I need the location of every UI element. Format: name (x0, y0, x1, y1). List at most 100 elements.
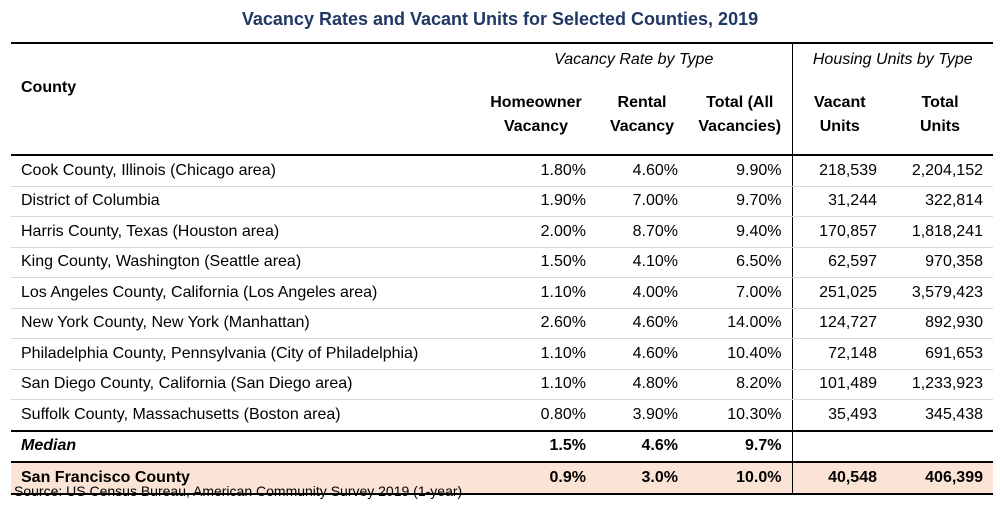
vacancy-table: Vacancy Rate by Type Housing Units by Ty… (11, 42, 993, 495)
column-header-vacant-units-line1: Vacant (813, 94, 866, 111)
column-header-total-vacancies-line1: Total (All (706, 94, 774, 111)
table-title: Vacancy Rates and Vacant Units for Selec… (241, 9, 759, 29)
column-header-county: County (11, 76, 476, 155)
homeowner-vacancy-cell: 0.9% (476, 462, 596, 495)
summary-body: Median 1.5% 4.6% 9.7% San Francisco Coun… (11, 430, 993, 495)
vacant-units-cell: 251,025 (792, 277, 887, 309)
homeowner-vacancy-cell: 2.60% (476, 308, 596, 339)
column-header-vacant-units: Vacant Units (792, 76, 887, 155)
total-vacancy-cell: 9.40% (688, 216, 793, 248)
total-vacancy-cell: 7.00% (688, 277, 793, 309)
total-vacancy-cell: 14.00% (688, 308, 793, 339)
table-row: New York County, New York (Manhattan) 2.… (11, 308, 993, 339)
homeowner-vacancy-cell: 1.90% (476, 186, 596, 217)
column-header-total-vacancies-line2: Vacancies) (698, 118, 782, 135)
rental-vacancy-cell: 3.0% (596, 462, 688, 495)
column-header-homeowner: Homeowner Vacancy (476, 76, 596, 155)
total-units-cell: 970,358 (887, 247, 993, 278)
table-row: Philadelphia County, Pennsylvania (City … (11, 338, 993, 370)
column-header-total-units-line2: Units (920, 118, 960, 135)
total-units-cell: 3,579,423 (887, 277, 993, 309)
total-vacancy-cell: 6.50% (688, 247, 793, 278)
total-vacancy-cell: 10.0% (688, 462, 793, 495)
column-header-total-units-line1: Total (921, 94, 959, 111)
rental-vacancy-cell: 4.60% (596, 338, 688, 370)
median-row: Median 1.5% 4.6% 9.7% (11, 430, 993, 463)
source-note: Source: US Census Bureau, American Commu… (14, 483, 463, 499)
county-cell: Cook County, Illinois (Chicago area) (11, 154, 476, 187)
vacant-units-cell: 124,727 (792, 308, 887, 339)
column-header-row: County Homeowner Vacancy Rental Vacancy To… (11, 76, 993, 155)
homeowner-vacancy-cell: 2.00% (476, 216, 596, 248)
column-header-rental-line2: Vacancy (609, 118, 675, 135)
column-header-county-label: County (21, 79, 77, 96)
vacant-units-cell: 40,548 (792, 462, 887, 495)
homeowner-vacancy-cell: 1.10% (476, 338, 596, 370)
total-vacancy-cell: 9.70% (688, 186, 793, 217)
county-cell: San Francisco County (11, 462, 476, 495)
table-row: Cook County, Illinois (Chicago area) 1.8… (11, 154, 993, 187)
rental-vacancy-cell: 8.70% (596, 216, 688, 248)
median-rental-cell: 4.6% (596, 430, 688, 463)
group-header-housing-units: Housing Units by Type (792, 42, 993, 76)
total-vacancy-cell: 10.30% (688, 399, 793, 432)
homeowner-vacancy-cell: 1.10% (476, 369, 596, 400)
column-header-rental-line1: Rental (617, 94, 667, 111)
county-cell: Philadelphia County, Pennsylvania (City … (11, 338, 476, 370)
total-units-cell: 322,814 (887, 186, 993, 217)
homeowner-vacancy-cell: 1.80% (476, 154, 596, 187)
median-label: Median (11, 430, 476, 463)
median-total-cell: 9.7% (688, 430, 793, 463)
column-header-total-units: Total Units (887, 76, 993, 155)
total-units-cell: 345,438 (887, 399, 993, 432)
table-row: Suffolk County, Massachusetts (Boston ar… (11, 399, 993, 432)
rental-vacancy-cell: 4.00% (596, 277, 688, 309)
total-units-cell: 691,653 (887, 338, 993, 370)
group-header-vacancy-rate: Vacancy Rate by Type (476, 42, 793, 76)
vacant-units-cell: 62,597 (792, 247, 887, 278)
group-header-blank (11, 42, 476, 76)
county-cell: Los Angeles County, California (Los Ange… (11, 277, 476, 309)
median-units-cell (887, 430, 993, 463)
county-cell: Harris County, Texas (Houston area) (11, 216, 476, 248)
homeowner-vacancy-cell: 1.50% (476, 247, 596, 278)
vacant-units-cell: 72,148 (792, 338, 887, 370)
rental-vacancy-cell: 4.10% (596, 247, 688, 278)
county-cell: District of Columbia (11, 186, 476, 217)
column-header-rental: Rental Vacancy (596, 76, 688, 155)
vacant-units-cell: 31,244 (792, 186, 887, 217)
vacant-units-cell: 35,493 (792, 399, 887, 432)
total-units-cell: 2,204,152 (887, 154, 993, 187)
rental-vacancy-cell: 3.90% (596, 399, 688, 432)
county-cell: King County, Washington (Seattle area) (11, 247, 476, 278)
vacant-units-cell: 218,539 (792, 154, 887, 187)
rental-vacancy-cell: 4.60% (596, 154, 688, 187)
column-header-homeowner-line2: Vacancy (503, 118, 569, 135)
total-units-cell: 1,233,923 (887, 369, 993, 400)
table-row: District of Columbia 1.90% 7.00% 9.70% 3… (11, 186, 993, 217)
county-cell: New York County, New York (Manhattan) (11, 308, 476, 339)
vacant-units-cell: 101,489 (792, 369, 887, 400)
total-vacancy-cell: 10.40% (688, 338, 793, 370)
group-header-row: Vacancy Rate by Type Housing Units by Ty… (11, 42, 993, 76)
table-body: Cook County, Illinois (Chicago area) 1.8… (11, 154, 993, 432)
column-header-total-vacancies: Total (All Vacancies) (688, 76, 793, 155)
rental-vacancy-cell: 4.60% (596, 308, 688, 339)
homeowner-vacancy-cell: 1.10% (476, 277, 596, 309)
highlight-row-san-francisco: San Francisco County 0.9% 3.0% 10.0% 40,… (11, 462, 993, 495)
total-units-cell: 892,930 (887, 308, 993, 339)
median-vacant-cell (792, 430, 887, 463)
county-cell: San Diego County, California (San Diego … (11, 369, 476, 400)
column-header-vacant-units-line2: Units (819, 118, 860, 135)
table-row: San Diego County, California (San Diego … (11, 369, 993, 400)
table-row: King County, Washington (Seattle area) 1… (11, 247, 993, 278)
table-row: Harris County, Texas (Houston area) 2.00… (11, 216, 993, 248)
vacant-units-cell: 170,857 (792, 216, 887, 248)
total-vacancy-cell: 9.90% (688, 154, 793, 187)
county-cell: Suffolk County, Massachusetts (Boston ar… (11, 399, 476, 432)
rental-vacancy-cell: 4.80% (596, 369, 688, 400)
total-units-cell: 406,399 (887, 462, 993, 495)
homeowner-vacancy-cell: 0.80% (476, 399, 596, 432)
median-homeowner-cell: 1.5% (476, 430, 596, 463)
total-units-cell: 1,818,241 (887, 216, 993, 248)
